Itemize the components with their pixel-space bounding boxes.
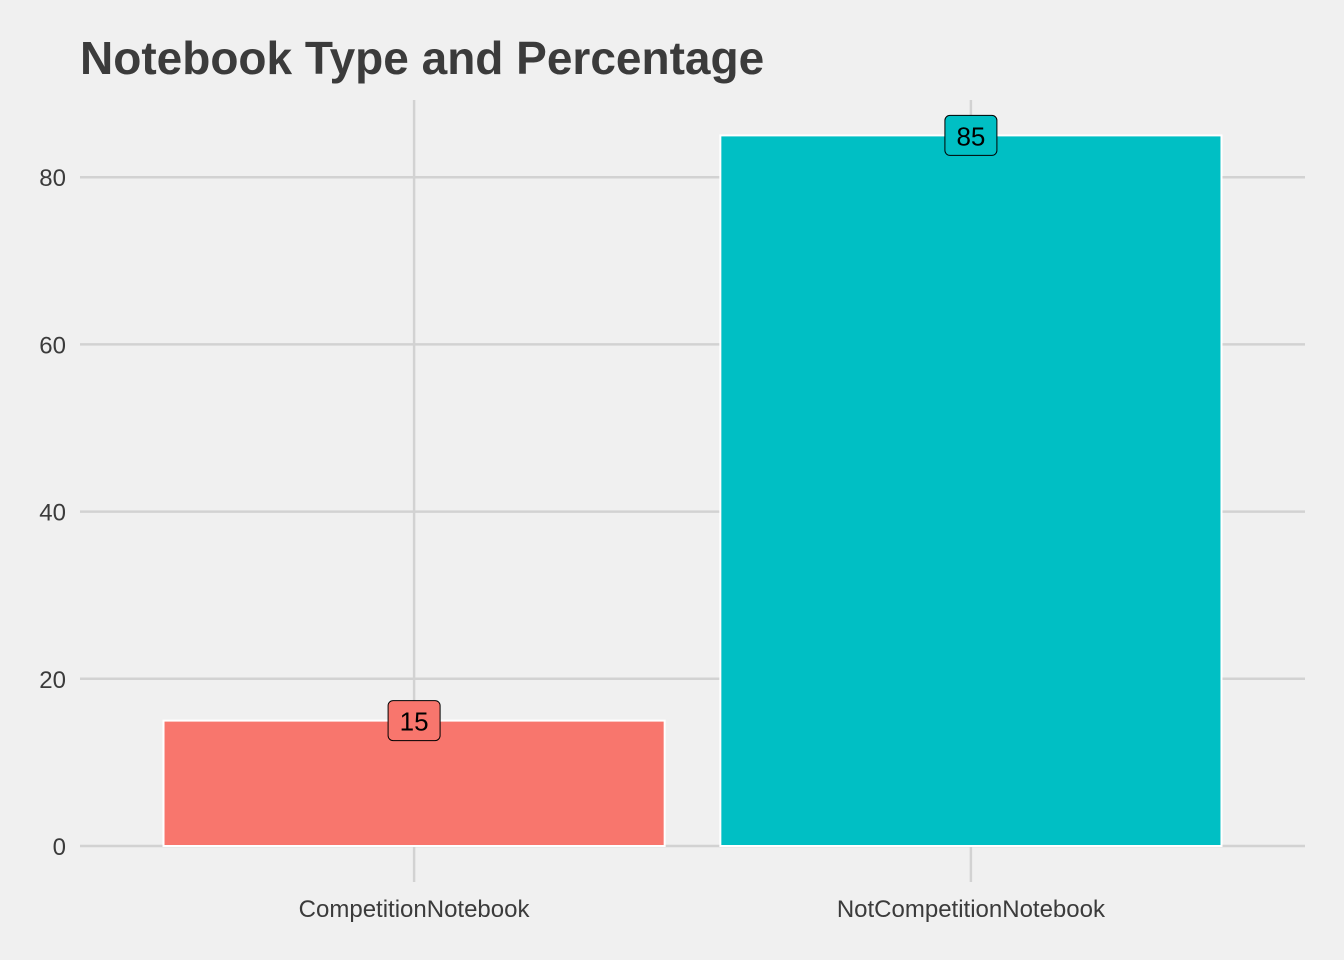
y-axis-ticks: 0 20 40 60 80 — [39, 165, 66, 861]
data-label-box — [944, 114, 998, 156]
x-axis-ticks: CompetitionNotebook NotCompetitionNoteboo… — [299, 896, 1106, 923]
data-label: 15 — [400, 707, 429, 737]
y-tick-label: 40 — [39, 500, 66, 527]
x-tick-label: CompetitionNotebook — [299, 896, 531, 923]
y-tick-label: 0 — [53, 834, 66, 861]
bars — [162, 134, 1223, 847]
y-tick-label: 20 — [39, 667, 66, 694]
y-tick-label: 80 — [39, 165, 66, 192]
y-tick-label: 60 — [39, 332, 66, 359]
x-tick-label: NotCompetitionNotebook — [837, 896, 1106, 923]
bar — [719, 134, 1223, 847]
chart-title: Notebook Type and Percentage — [80, 32, 764, 84]
data-label: 85 — [956, 121, 985, 151]
data-label-box — [387, 700, 441, 742]
